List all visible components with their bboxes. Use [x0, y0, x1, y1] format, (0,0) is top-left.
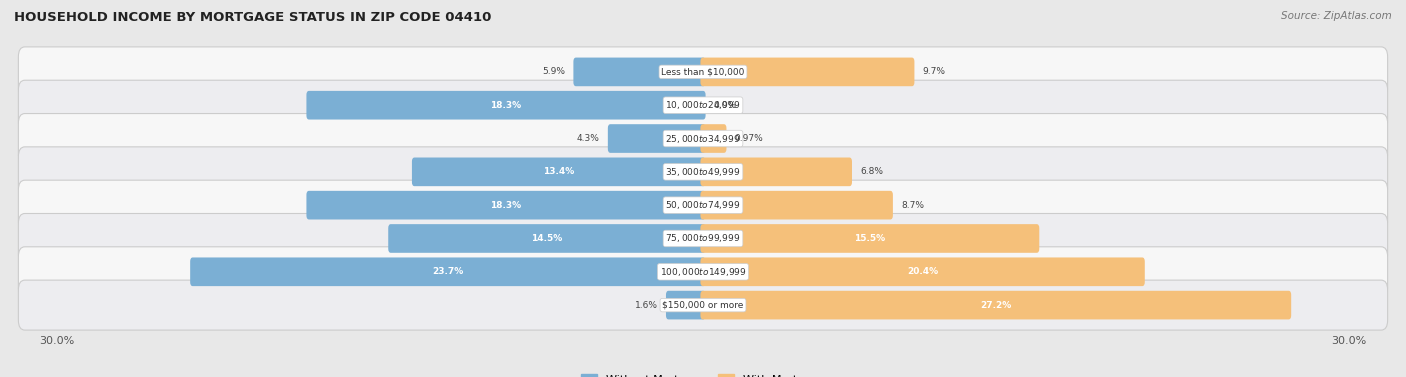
FancyBboxPatch shape: [574, 58, 706, 86]
FancyBboxPatch shape: [700, 58, 914, 86]
Text: 9.7%: 9.7%: [922, 67, 946, 77]
FancyBboxPatch shape: [700, 158, 852, 186]
Text: 18.3%: 18.3%: [491, 201, 522, 210]
Text: 18.3%: 18.3%: [491, 101, 522, 110]
Text: 4.3%: 4.3%: [576, 134, 599, 143]
FancyBboxPatch shape: [18, 280, 1388, 330]
Text: 20.4%: 20.4%: [907, 267, 938, 276]
Text: 13.4%: 13.4%: [543, 167, 575, 176]
Text: 8.7%: 8.7%: [901, 201, 924, 210]
FancyBboxPatch shape: [190, 257, 706, 286]
FancyBboxPatch shape: [666, 291, 706, 319]
FancyBboxPatch shape: [18, 213, 1388, 264]
Text: Source: ZipAtlas.com: Source: ZipAtlas.com: [1281, 11, 1392, 21]
Text: 27.2%: 27.2%: [980, 300, 1011, 310]
Text: $25,000 to $34,999: $25,000 to $34,999: [665, 133, 741, 144]
Text: 6.8%: 6.8%: [860, 167, 883, 176]
FancyBboxPatch shape: [700, 257, 1144, 286]
FancyBboxPatch shape: [18, 47, 1388, 97]
FancyBboxPatch shape: [18, 147, 1388, 197]
Text: $100,000 to $149,999: $100,000 to $149,999: [659, 266, 747, 278]
FancyBboxPatch shape: [18, 113, 1388, 164]
FancyBboxPatch shape: [18, 247, 1388, 297]
Text: $75,000 to $99,999: $75,000 to $99,999: [665, 233, 741, 244]
Text: $35,000 to $49,999: $35,000 to $49,999: [665, 166, 741, 178]
Text: $50,000 to $74,999: $50,000 to $74,999: [665, 199, 741, 211]
Text: $10,000 to $24,999: $10,000 to $24,999: [665, 99, 741, 111]
Text: 0.97%: 0.97%: [735, 134, 763, 143]
Text: 0.0%: 0.0%: [714, 101, 737, 110]
FancyBboxPatch shape: [700, 224, 1039, 253]
Text: $150,000 or more: $150,000 or more: [662, 300, 744, 310]
Text: 15.5%: 15.5%: [855, 234, 886, 243]
FancyBboxPatch shape: [700, 191, 893, 219]
FancyBboxPatch shape: [412, 158, 706, 186]
FancyBboxPatch shape: [700, 124, 727, 153]
Text: HOUSEHOLD INCOME BY MORTGAGE STATUS IN ZIP CODE 04410: HOUSEHOLD INCOME BY MORTGAGE STATUS IN Z…: [14, 11, 492, 24]
FancyBboxPatch shape: [307, 91, 706, 120]
Text: 1.6%: 1.6%: [634, 300, 658, 310]
FancyBboxPatch shape: [307, 191, 706, 219]
Text: 5.9%: 5.9%: [543, 67, 565, 77]
Legend: Without Mortgage, With Mortgage: Without Mortgage, With Mortgage: [576, 369, 830, 377]
FancyBboxPatch shape: [607, 124, 706, 153]
FancyBboxPatch shape: [388, 224, 706, 253]
Text: Less than $10,000: Less than $10,000: [661, 67, 745, 77]
Text: 14.5%: 14.5%: [531, 234, 562, 243]
FancyBboxPatch shape: [18, 180, 1388, 230]
FancyBboxPatch shape: [700, 291, 1291, 319]
FancyBboxPatch shape: [18, 80, 1388, 130]
Text: 23.7%: 23.7%: [432, 267, 464, 276]
